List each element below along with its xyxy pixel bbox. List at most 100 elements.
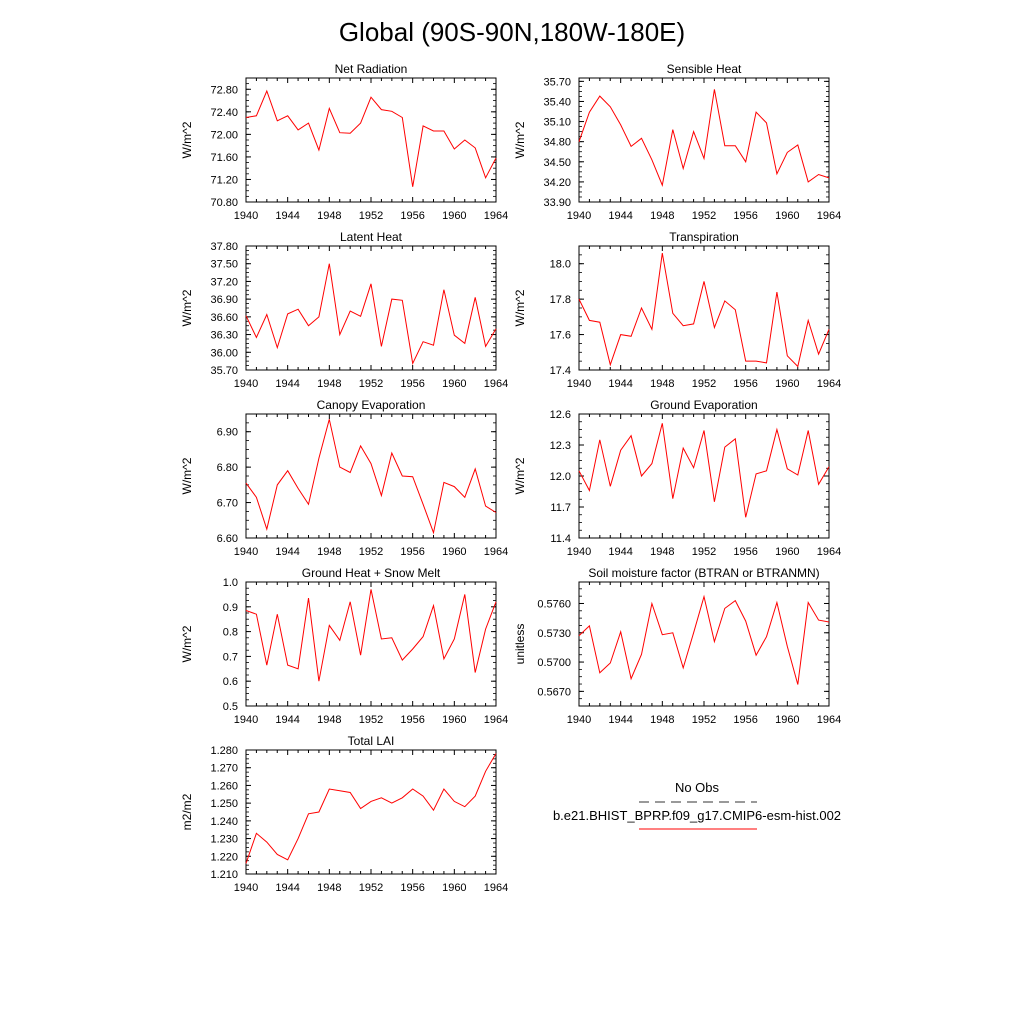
y-tick-label: 70.80 <box>210 197 238 209</box>
x-tick-label: 1964 <box>817 714 841 726</box>
plot-frame <box>578 245 830 371</box>
series-line <box>245 263 497 366</box>
x-tick-label: 1964 <box>484 546 508 558</box>
y-tick-label: 0.9 <box>223 602 238 614</box>
x-tick-label: 1944 <box>608 210 632 222</box>
x-tick-label: 1960 <box>775 210 799 222</box>
chart-title: Ground Evaporation <box>650 398 757 412</box>
x-tick-label: 1956 <box>400 882 424 894</box>
y-tick-label: 35.40 <box>543 96 571 108</box>
y-tick-label: 12.6 <box>550 409 571 421</box>
y-tick-label: 35.10 <box>543 117 571 129</box>
y-tick-label: 71.20 <box>210 174 238 186</box>
x-tick-label: 1948 <box>317 882 341 894</box>
y-axis-label: W/m^2 <box>513 457 527 494</box>
y-tick-label: 0.5730 <box>537 628 571 640</box>
legend-label-obs: No Obs <box>675 780 720 795</box>
plot-frame <box>245 749 497 875</box>
y-tick-label: 1.270 <box>210 763 238 775</box>
y-tick-label: 34.20 <box>543 177 571 189</box>
series-line <box>245 753 497 864</box>
x-tick-label: 1940 <box>234 378 258 390</box>
chart-panel: Net Radiation W/m^2 1940 1944 1948 1952 1956 19… <box>180 62 508 222</box>
x-tick-label: 1952 <box>692 210 716 222</box>
x-tick-label: 1960 <box>775 714 799 726</box>
y-tick-label: 1.210 <box>210 869 238 881</box>
x-tick-label: 1940 <box>567 210 591 222</box>
series-line <box>578 423 830 518</box>
chart-panel: Canopy Evaporation W/m^2 1940 1944 1948 1952 1… <box>180 398 508 558</box>
chart-panel: Sensible Heat W/m^2 1940 1944 1948 1952 1956 19… <box>513 62 841 222</box>
chart-panel: Ground Evaporation W/m^2 1940 1944 1948 1952 1… <box>513 398 841 558</box>
x-tick-label: 1952 <box>359 546 383 558</box>
y-tick-label: 1.250 <box>210 798 238 810</box>
y-tick-label: 34.50 <box>543 157 571 169</box>
legend: No Obs b.e21.BHIST_BPRP.f09_g17.CMIP6-es… <box>553 780 841 830</box>
y-axis-label: m2/m2 <box>180 793 194 830</box>
y-tick-label: 0.7 <box>223 651 238 663</box>
y-tick-label: 36.60 <box>210 312 238 324</box>
x-tick-label: 1940 <box>234 546 258 558</box>
y-tick-label: 36.90 <box>210 294 238 306</box>
series-line <box>578 89 830 187</box>
x-tick-label: 1952 <box>692 378 716 390</box>
x-tick-label: 1948 <box>317 714 341 726</box>
y-tick-label: 71.60 <box>210 152 238 164</box>
chart-title: Net Radiation <box>335 62 408 76</box>
x-tick-label: 1952 <box>692 546 716 558</box>
x-tick-label: 1948 <box>650 210 674 222</box>
y-tick-label: 1.240 <box>210 816 238 828</box>
y-tick-label: 1.0 <box>223 577 238 589</box>
chart-panel: Ground Heat + Snow Melt W/m^2 1940 1944 1948… <box>180 566 508 726</box>
x-tick-label: 1944 <box>275 378 299 390</box>
y-tick-label: 36.00 <box>210 347 238 359</box>
x-tick-label: 1956 <box>733 378 757 390</box>
x-tick-label: 1956 <box>733 210 757 222</box>
x-tick-label: 1960 <box>442 882 466 894</box>
x-tick-label: 1960 <box>775 378 799 390</box>
x-tick-label: 1956 <box>733 714 757 726</box>
y-tick-label: 1.260 <box>210 780 238 792</box>
y-tick-label: 11.4 <box>550 533 571 545</box>
chart-title: Latent Heat <box>340 230 403 244</box>
x-tick-label: 1944 <box>608 378 632 390</box>
chart-title: Sensible Heat <box>667 62 742 76</box>
x-tick-label: 1948 <box>317 546 341 558</box>
y-tick-label: 11.7 <box>550 502 571 514</box>
x-tick-label: 1964 <box>484 210 508 222</box>
y-tick-label: 6.60 <box>217 533 238 545</box>
x-tick-label: 1944 <box>608 546 632 558</box>
chart-title: Ground Heat + Snow Melt <box>302 566 441 580</box>
x-tick-label: 1964 <box>817 546 841 558</box>
y-tick-label: 72.00 <box>210 129 238 141</box>
series-line <box>578 253 830 368</box>
x-tick-label: 1940 <box>234 210 258 222</box>
x-tick-label: 1940 <box>567 378 591 390</box>
x-tick-label: 1964 <box>817 378 841 390</box>
x-tick-label: 1940 <box>567 546 591 558</box>
y-axis-label: W/m^2 <box>513 289 527 326</box>
x-tick-label: 1952 <box>359 714 383 726</box>
x-tick-label: 1948 <box>650 714 674 726</box>
y-tick-label: 12.3 <box>550 440 571 452</box>
chart-panel: Latent Heat W/m^2 1940 1944 1948 1952 1956 1960… <box>180 230 508 390</box>
x-tick-label: 1964 <box>484 882 508 894</box>
y-tick-label: 1.230 <box>210 834 238 846</box>
y-tick-label: 6.90 <box>217 427 238 439</box>
y-tick-label: 1.280 <box>210 745 238 757</box>
y-tick-label: 17.6 <box>550 330 571 342</box>
x-tick-label: 1960 <box>442 210 466 222</box>
y-tick-label: 37.50 <box>210 259 238 271</box>
series-line <box>245 89 497 187</box>
y-tick-label: 12.0 <box>550 471 571 483</box>
plot-frame <box>578 77 830 203</box>
chart-title: Soil moisture factor (BTRAN or BTRANMN) <box>588 566 819 580</box>
y-tick-label: 6.70 <box>217 498 238 510</box>
x-tick-label: 1948 <box>650 546 674 558</box>
x-tick-label: 1956 <box>400 546 424 558</box>
y-tick-label: 0.8 <box>223 627 238 639</box>
panels: Net Radiation W/m^2 1940 1944 1948 1952 1956 19… <box>180 62 841 894</box>
x-tick-label: 1960 <box>442 546 466 558</box>
y-tick-label: 17.8 <box>550 294 571 306</box>
y-tick-label: 6.80 <box>217 462 238 474</box>
